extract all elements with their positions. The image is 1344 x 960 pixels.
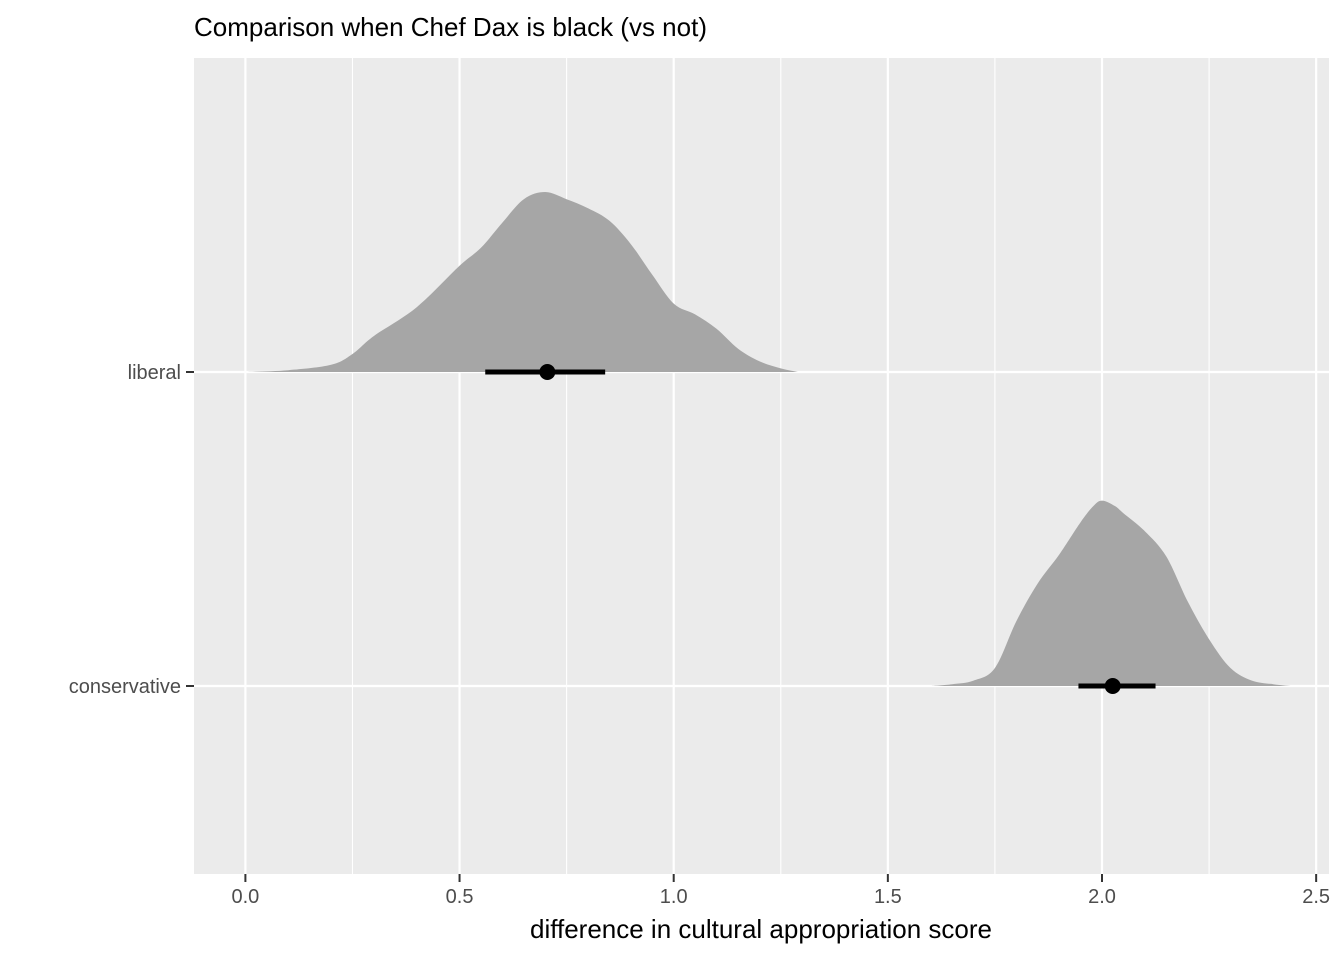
y-axis: liberal conservative: [69, 362, 194, 698]
density-liberal: [245, 192, 798, 372]
point-liberal: [539, 364, 556, 380]
point-conservative: [1104, 678, 1121, 694]
x-tick-label: 1.5: [874, 886, 902, 908]
x-axis-title: difference in cultural appropriation sco…: [530, 914, 992, 944]
y-tick-label: liberal: [128, 362, 181, 384]
chart-title: Comparison when Chef Dax is black (vs no…: [194, 12, 707, 42]
interval-layer: [485, 364, 1156, 694]
x-tick-label: 0.5: [446, 886, 474, 908]
x-tick-label: 1.0: [660, 886, 688, 908]
x-axis: 0.0 0.5 1.0 1.5 2.0 2.5: [231, 874, 1330, 908]
plot-panel: [194, 58, 1329, 874]
x-tick-label: 2.0: [1088, 886, 1116, 908]
x-tick-label: 0.0: [231, 886, 259, 908]
y-tick-label: conservative: [69, 676, 181, 698]
density-conservative: [930, 500, 1291, 686]
density-layer: [245, 192, 1291, 686]
x-tick-label: 2.5: [1302, 886, 1330, 908]
